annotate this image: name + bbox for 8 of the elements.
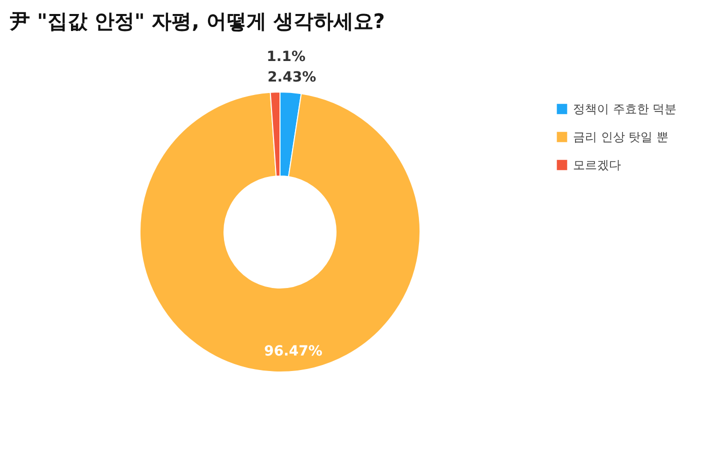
legend-label: 모르겠다 [573,158,621,172]
data-label: 96.47% [264,343,322,360]
legend-label: 정책이 주효한 덕분 [573,102,677,116]
data-label: 1.1% [266,49,306,66]
donut-slice [140,92,420,372]
chart-title: 尹 "집값 안정" 자평, 어떻게 생각하세요? [9,9,385,33]
data-label: 2.43% [268,69,316,86]
legend-label: 금리 인상 탓일 뿐 [573,130,668,144]
